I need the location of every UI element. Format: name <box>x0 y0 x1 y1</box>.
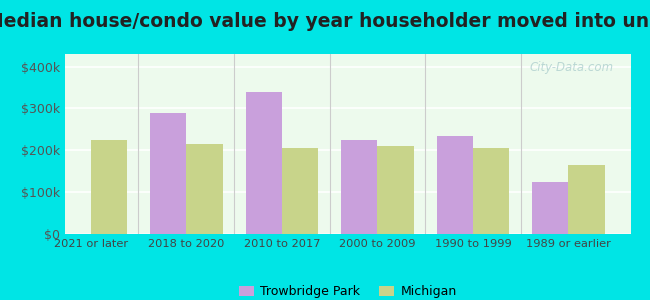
Text: City-Data.com: City-Data.com <box>529 61 614 74</box>
Bar <box>91 140 127 234</box>
Bar <box>187 144 222 234</box>
Bar <box>150 112 187 234</box>
Legend: Trowbridge Park, Michigan: Trowbridge Park, Michigan <box>234 280 462 300</box>
Bar <box>341 140 378 234</box>
Text: Median house/condo value by year householder moved into unit: Median house/condo value by year househo… <box>0 12 650 31</box>
Bar <box>569 165 604 234</box>
Bar <box>473 148 509 234</box>
Bar <box>437 136 473 234</box>
Bar <box>532 182 569 234</box>
Bar <box>282 148 318 234</box>
Bar <box>246 92 282 234</box>
Bar <box>378 146 413 234</box>
